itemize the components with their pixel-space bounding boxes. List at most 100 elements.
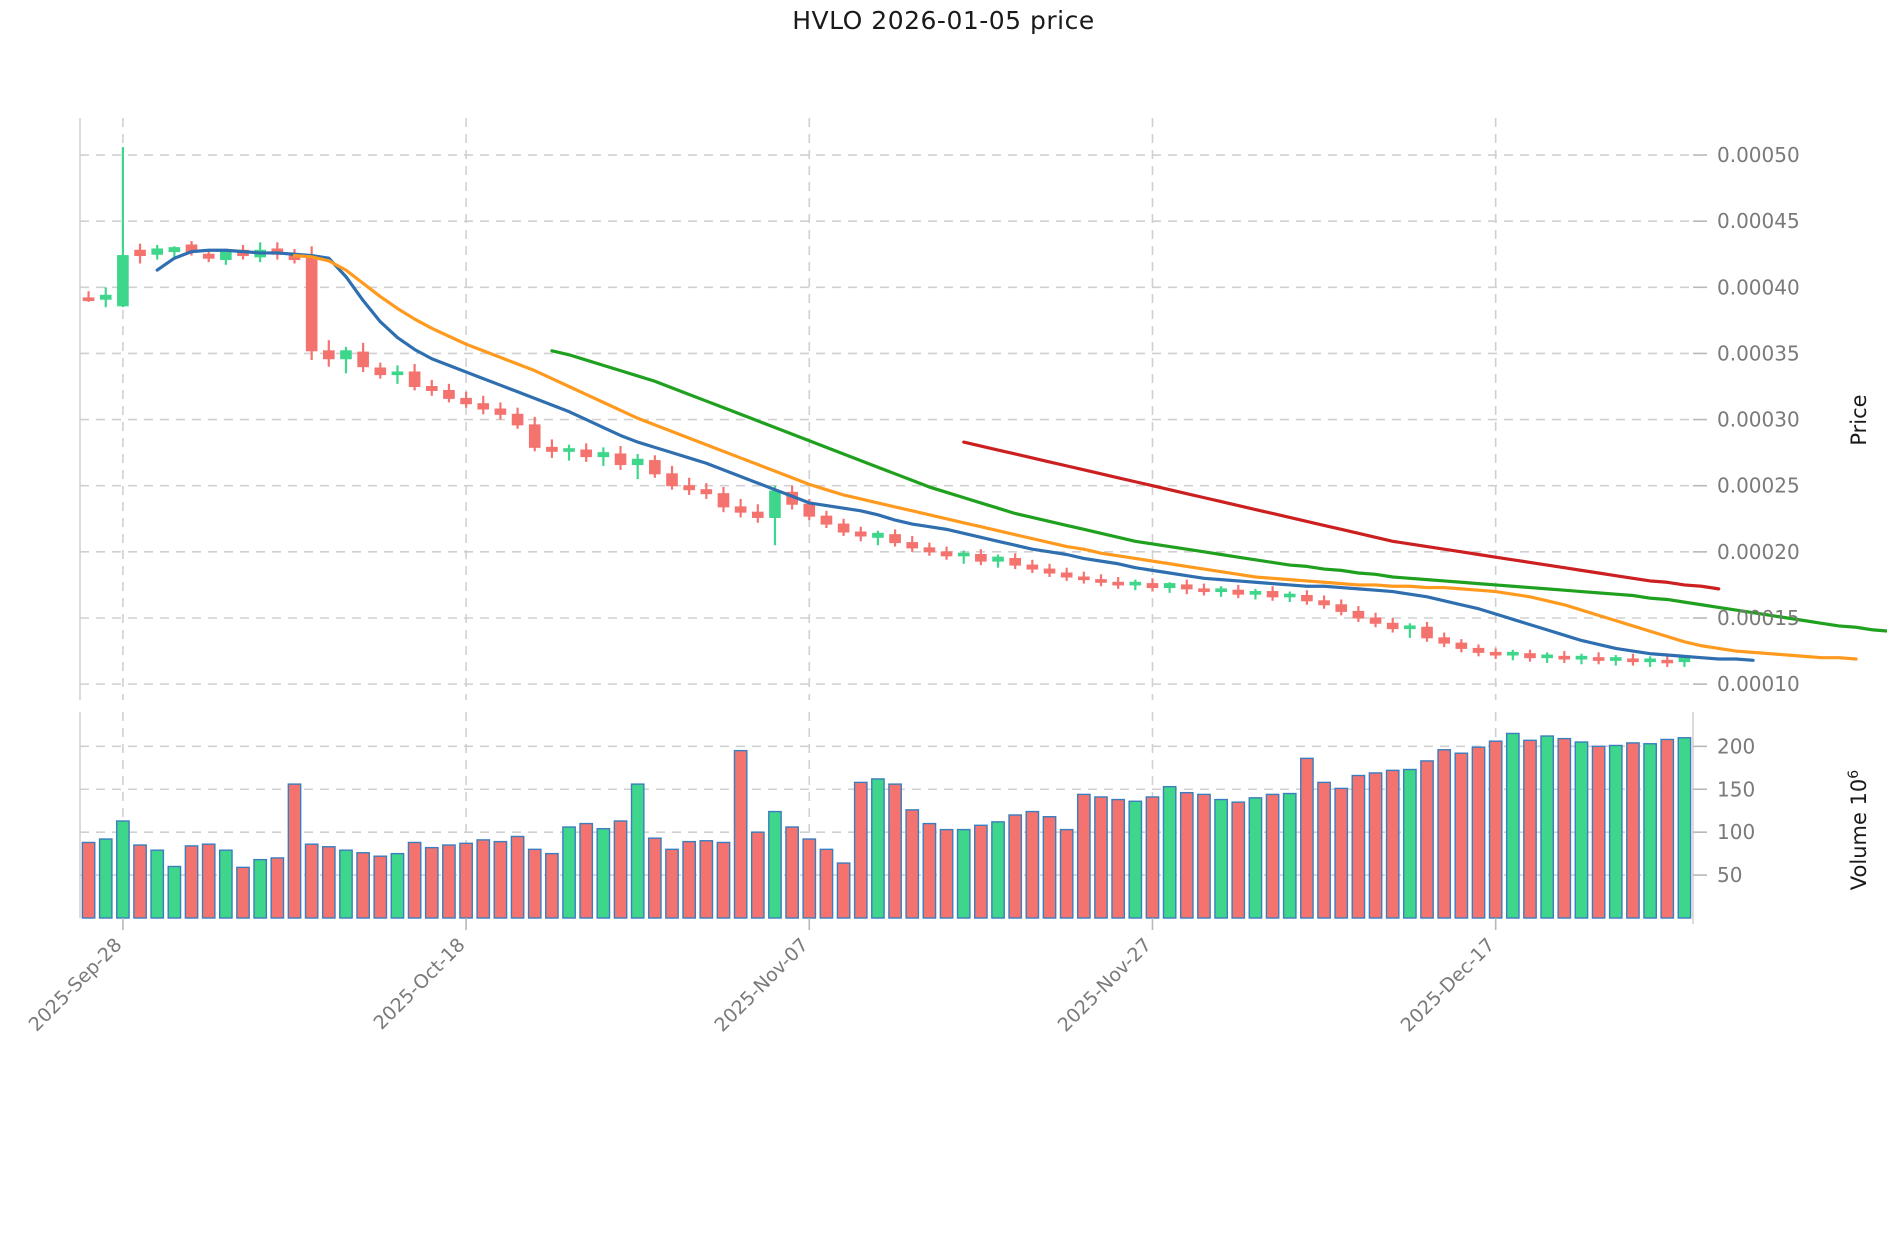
candlestick	[666, 465, 678, 490]
volume-bar	[218, 849, 233, 919]
candlestick	[1232, 584, 1245, 599]
volume-bar	[853, 781, 868, 919]
volume-bar	[1351, 774, 1366, 919]
candlestick	[271, 242, 284, 260]
candlestick	[117, 147, 129, 308]
chart-title: HVLO 2026-01-05 price	[792, 6, 1095, 35]
price-tick-label: 0.00045	[1717, 209, 1800, 233]
candlestick	[477, 395, 490, 415]
volume-bar	[1420, 760, 1434, 919]
volume-bar	[647, 837, 662, 919]
volume-bar	[1488, 740, 1503, 919]
ma-line-ma-xlong	[962, 440, 1721, 591]
volume-bar	[682, 840, 697, 919]
candlestick	[751, 504, 764, 523]
candlestick	[1575, 653, 1588, 665]
volume-tick-label: 50	[1717, 863, 1742, 887]
candlestick	[957, 550, 970, 564]
volume-bar	[133, 844, 147, 919]
x-tick-label: 2025-Oct-18	[369, 934, 469, 1034]
volume-bar	[974, 824, 988, 919]
volume-bar	[1677, 737, 1692, 919]
volume-bar	[1025, 810, 1040, 919]
candlestick	[528, 416, 541, 452]
volume-bar	[665, 848, 679, 919]
candlestick	[511, 407, 524, 429]
candlestick	[1266, 586, 1279, 601]
candlestick	[1352, 606, 1365, 622]
volume-bar	[1505, 732, 1520, 919]
volume-axis-ticks: 200 150 100 50	[1693, 734, 1755, 887]
candlestick	[940, 546, 953, 560]
volume-bar	[1282, 792, 1297, 919]
candlestick	[1592, 652, 1605, 665]
candlestick	[872, 530, 884, 546]
candlestick	[408, 364, 421, 391]
volume-bar	[459, 842, 473, 919]
candlestick	[460, 391, 472, 408]
candlestick	[1369, 612, 1382, 628]
volume-bar	[545, 852, 559, 919]
volume-bar	[579, 822, 594, 919]
volume-bar	[510, 835, 525, 919]
volume-bar	[1094, 796, 1108, 919]
candlestick	[1009, 553, 1022, 570]
volume-bar	[1437, 749, 1452, 919]
candlestick	[1455, 639, 1468, 653]
candlestick	[563, 444, 575, 461]
volume-bar	[613, 820, 628, 919]
volume-bar	[373, 855, 388, 919]
volume-bar	[716, 841, 731, 919]
candlestick	[1180, 579, 1193, 595]
volume-axis-title: Volume 106	[1846, 770, 1871, 891]
candlestick	[906, 535, 919, 552]
volume-bar	[630, 783, 645, 919]
x-axis-ticks: 2025-Sep-28 2025-Oct-18 2025-Nov-07 2025-No…	[25, 918, 1499, 1037]
volume-bar	[1317, 781, 1331, 919]
volume-bar	[201, 843, 216, 919]
candlestick	[889, 529, 901, 547]
candlestick	[1627, 653, 1639, 666]
volume-bar	[699, 840, 714, 919]
ma-line-ma-long	[550, 349, 1887, 633]
volume-bar	[785, 826, 799, 919]
candlestick	[1661, 655, 1674, 667]
x-tick-label: 2025-Sep-28	[25, 934, 127, 1036]
price-tick-label: 0.00030	[1717, 408, 1800, 432]
price-tick-label: 0.00020	[1717, 540, 1800, 564]
volume-bar	[476, 839, 491, 919]
candlestick	[1558, 651, 1571, 663]
volume-bar	[1334, 787, 1349, 919]
volume-bar	[1128, 800, 1143, 919]
candlestick	[1078, 571, 1090, 584]
candlestick	[374, 362, 387, 379]
volume-bar	[116, 820, 130, 919]
volume-bar	[1231, 801, 1246, 919]
candlestick	[1060, 567, 1073, 581]
volume-bar	[802, 838, 817, 919]
candlestick	[425, 379, 438, 396]
candlestick	[82, 291, 95, 302]
x-tick-label: 2025-Nov-27	[1054, 934, 1156, 1036]
volume-bar	[304, 843, 319, 919]
candlestick	[1026, 559, 1039, 574]
candlestick	[1507, 649, 1519, 661]
volume-bar	[339, 849, 353, 919]
candlestick	[1301, 590, 1313, 605]
candlestick	[99, 287, 112, 308]
price-axis-title: Price	[1847, 394, 1871, 445]
volume-bar	[321, 846, 336, 919]
candlestick	[597, 447, 610, 466]
price-axis-ticks: 0.00050 0.00045 0.00040 0.00035 0.00030 0.000…	[1693, 143, 1800, 696]
volume-bar	[1300, 757, 1314, 919]
candlestick	[220, 250, 232, 265]
volume-bar	[1454, 752, 1469, 919]
volume-tick-label: 100	[1717, 820, 1755, 844]
volume-bar	[1523, 739, 1537, 919]
volume-bar	[750, 831, 765, 919]
price-tick-label: 0.00050	[1717, 143, 1800, 167]
candlestick	[340, 346, 352, 374]
candlestick-series	[82, 147, 1691, 667]
candlestick	[322, 340, 335, 367]
